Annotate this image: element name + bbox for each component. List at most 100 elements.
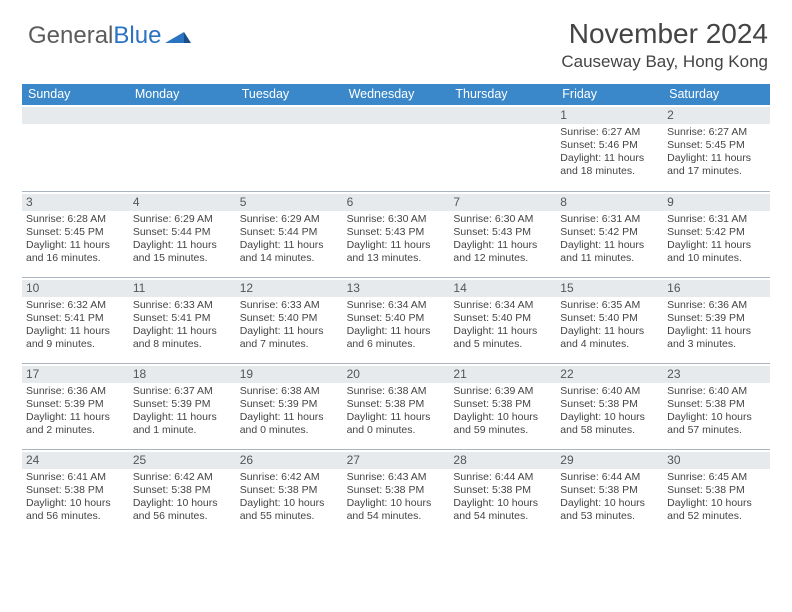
daylight-text: Daylight: 10 hours and 56 minutes. (26, 497, 125, 523)
daylight-text: Daylight: 11 hours and 16 minutes. (26, 239, 125, 265)
month-title: November 2024 (561, 18, 768, 50)
sunset-text: Sunset: 5:38 PM (133, 484, 232, 497)
sunrise-text: Sunrise: 6:37 AM (133, 385, 232, 398)
sunset-text: Sunset: 5:41 PM (26, 312, 125, 325)
calendar-cell (129, 105, 236, 191)
day-number: 25 (129, 452, 236, 469)
sunrise-text: Sunrise: 6:27 AM (560, 126, 659, 139)
sunset-text: Sunset: 5:38 PM (560, 398, 659, 411)
daylight-text: Daylight: 10 hours and 58 minutes. (560, 411, 659, 437)
daylight-text: Daylight: 11 hours and 3 minutes. (667, 325, 766, 351)
daylight-text: Daylight: 10 hours and 57 minutes. (667, 411, 766, 437)
sunrise-text: Sunrise: 6:34 AM (453, 299, 552, 312)
day-number: 30 (663, 452, 770, 469)
calendar-cell (236, 105, 343, 191)
day-number: 13 (343, 280, 450, 297)
daylight-text: Daylight: 11 hours and 2 minutes. (26, 411, 125, 437)
sunset-text: Sunset: 5:40 PM (560, 312, 659, 325)
sunset-text: Sunset: 5:38 PM (667, 398, 766, 411)
calendar-cell (343, 105, 450, 191)
sunset-text: Sunset: 5:38 PM (347, 398, 446, 411)
sunset-text: Sunset: 5:38 PM (26, 484, 125, 497)
daylight-text: Daylight: 11 hours and 18 minutes. (560, 152, 659, 178)
calendar-cell: 14Sunrise: 6:34 AMSunset: 5:40 PMDayligh… (449, 277, 556, 363)
calendar-cell: 12Sunrise: 6:33 AMSunset: 5:40 PMDayligh… (236, 277, 343, 363)
sunset-text: Sunset: 5:44 PM (133, 226, 232, 239)
daylight-text: Daylight: 11 hours and 10 minutes. (667, 239, 766, 265)
logo-text-blue: Blue (113, 22, 161, 50)
sunrise-text: Sunrise: 6:29 AM (133, 213, 232, 226)
calendar-cell: 22Sunrise: 6:40 AMSunset: 5:38 PMDayligh… (556, 363, 663, 449)
sunrise-text: Sunrise: 6:31 AM (560, 213, 659, 226)
calendar-cell: 30Sunrise: 6:45 AMSunset: 5:38 PMDayligh… (663, 449, 770, 535)
sunrise-text: Sunrise: 6:33 AM (133, 299, 232, 312)
brand-logo: GeneralBlue (28, 22, 191, 50)
daylight-text: Daylight: 10 hours and 54 minutes. (347, 497, 446, 523)
calendar-cell: 27Sunrise: 6:43 AMSunset: 5:38 PMDayligh… (343, 449, 450, 535)
calendar-cell: 21Sunrise: 6:39 AMSunset: 5:38 PMDayligh… (449, 363, 556, 449)
daylight-text: Daylight: 10 hours and 59 minutes. (453, 411, 552, 437)
day-number: 5 (236, 194, 343, 211)
sunset-text: Sunset: 5:42 PM (667, 226, 766, 239)
daylight-text: Daylight: 11 hours and 1 minute. (133, 411, 232, 437)
daylight-text: Daylight: 11 hours and 0 minutes. (240, 411, 339, 437)
day-number: 24 (22, 452, 129, 469)
weekday-header: Wednesday (343, 84, 450, 105)
daylight-text: Daylight: 11 hours and 17 minutes. (667, 152, 766, 178)
sunrise-text: Sunrise: 6:30 AM (453, 213, 552, 226)
weekday-header: Monday (129, 84, 236, 105)
sunrise-text: Sunrise: 6:36 AM (667, 299, 766, 312)
sunset-text: Sunset: 5:43 PM (453, 226, 552, 239)
sunrise-text: Sunrise: 6:43 AM (347, 471, 446, 484)
day-number: 3 (22, 194, 129, 211)
day-number: 20 (343, 366, 450, 383)
day-number: 23 (663, 366, 770, 383)
daylight-text: Daylight: 11 hours and 8 minutes. (133, 325, 232, 351)
calendar-cell: 17Sunrise: 6:36 AMSunset: 5:39 PMDayligh… (22, 363, 129, 449)
calendar-cell: 28Sunrise: 6:44 AMSunset: 5:38 PMDayligh… (449, 449, 556, 535)
sunrise-text: Sunrise: 6:39 AM (453, 385, 552, 398)
calendar-cell: 25 Sunrise: 6:42 AMSunset: 5:38 PMDayligh… (129, 449, 236, 535)
day-number: 28 (449, 452, 556, 469)
calendar-cell (449, 105, 556, 191)
daylight-text: Daylight: 11 hours and 9 minutes. (26, 325, 125, 351)
sunrise-text: Sunrise: 6:42 AM (240, 471, 339, 484)
sunrise-text: Sunrise: 6:45 AM (667, 471, 766, 484)
daylight-text: Daylight: 11 hours and 15 minutes. (133, 239, 232, 265)
sunset-text: Sunset: 5:45 PM (667, 139, 766, 152)
weekday-header: Saturday (663, 84, 770, 105)
daylight-text: Daylight: 11 hours and 7 minutes. (240, 325, 339, 351)
daylight-text: Daylight: 11 hours and 0 minutes. (347, 411, 446, 437)
sunset-text: Sunset: 5:44 PM (240, 226, 339, 239)
daylight-text: Daylight: 11 hours and 11 minutes. (560, 239, 659, 265)
sunrise-text: Sunrise: 6:44 AM (453, 471, 552, 484)
sunrise-text: Sunrise: 6:30 AM (347, 213, 446, 226)
calendar-cell: 19 Sunrise: 6:38 AMSunset: 5:39 PMDayligh… (236, 363, 343, 449)
calendar-cell: 24Sunrise: 6:41 AMSunset: 5:38 PMDayligh… (22, 449, 129, 535)
daylight-text: Daylight: 10 hours and 56 minutes. (133, 497, 232, 523)
sunset-text: Sunset: 5:38 PM (560, 484, 659, 497)
calendar-cell: 20Sunrise: 6:38 AMSunset: 5:38 PMDayligh… (343, 363, 450, 449)
day-number: 19 (236, 366, 343, 383)
daylight-text: Daylight: 11 hours and 6 minutes. (347, 325, 446, 351)
sunrise-text: Sunrise: 6:36 AM (26, 385, 125, 398)
sunset-text: Sunset: 5:38 PM (667, 484, 766, 497)
logo-mark-icon (165, 22, 191, 50)
sunset-text: Sunset: 5:39 PM (133, 398, 232, 411)
calendar-cell: 11Sunrise: 6:33 AMSunset: 5:41 PMDayligh… (129, 277, 236, 363)
daylight-text: Daylight: 10 hours and 54 minutes. (453, 497, 552, 523)
daylight-text: Daylight: 11 hours and 5 minutes. (453, 325, 552, 351)
sunset-text: Sunset: 5:45 PM (26, 226, 125, 239)
sunset-text: Sunset: 5:40 PM (347, 312, 446, 325)
sunrise-text: Sunrise: 6:42 AM (133, 471, 232, 484)
sunrise-text: Sunrise: 6:40 AM (560, 385, 659, 398)
day-number (129, 107, 236, 124)
calendar-cell: 9Sunrise: 6:31 AMSunset: 5:42 PMDaylight… (663, 191, 770, 277)
sunrise-text: Sunrise: 6:38 AM (240, 385, 339, 398)
sunset-text: Sunset: 5:46 PM (560, 139, 659, 152)
day-number: 9 (663, 194, 770, 211)
day-number: 21 (449, 366, 556, 383)
calendar-cell: 29Sunrise: 6:44 AMSunset: 5:38 PMDayligh… (556, 449, 663, 535)
weekday-header: Sunday (22, 84, 129, 105)
sunset-text: Sunset: 5:39 PM (240, 398, 339, 411)
